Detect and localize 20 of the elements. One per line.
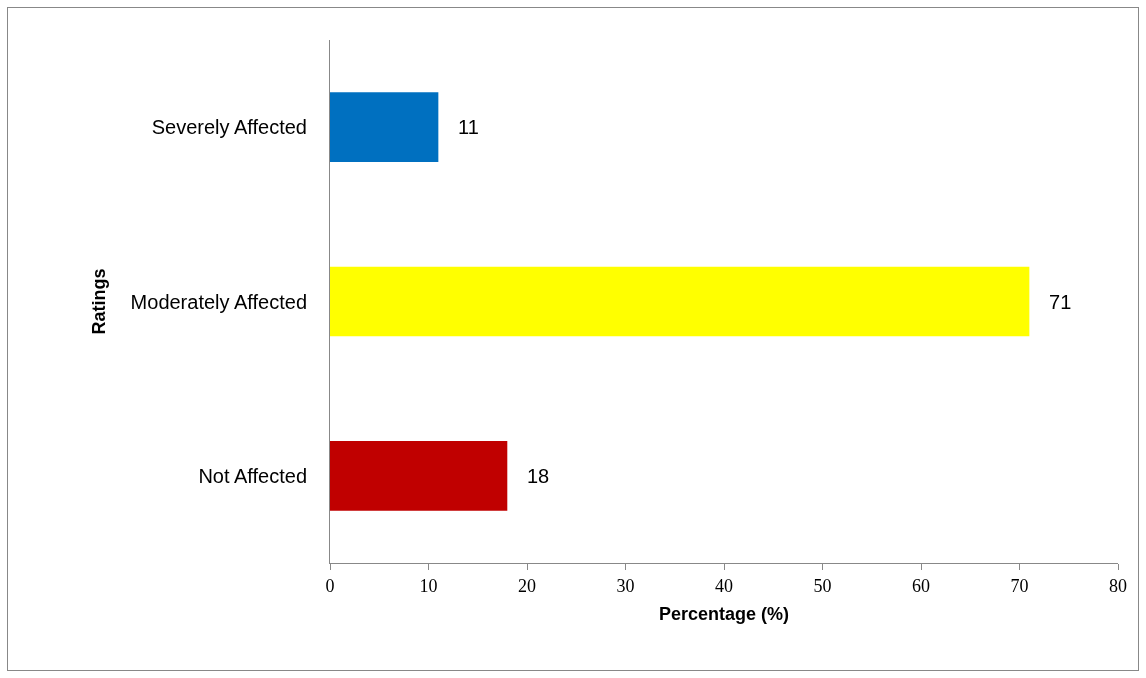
x-tick-label: 30 [616, 575, 635, 596]
x-axis-title: Percentage (%) [658, 603, 790, 624]
x-tick-label: 20 [518, 575, 536, 596]
x-tick-label: 80 [1109, 575, 1127, 596]
x-tick-label: 60 [912, 575, 930, 596]
data-label: 71 [1032, 290, 1072, 313]
bar [330, 92, 439, 163]
data-label: 11 [441, 116, 479, 139]
x-tick-label: 10 [419, 575, 438, 596]
bar [330, 266, 1030, 337]
x-tick-label: 40 [715, 575, 733, 596]
x-tick-label: 50 [813, 575, 832, 596]
data-label: 18 [510, 464, 550, 487]
x-tick-label: 70 [1010, 575, 1029, 596]
x-tick-label: 0 [325, 575, 335, 596]
bar [330, 440, 508, 511]
y-tick-label: Not Affected [198, 464, 307, 487]
y-axis-title: Ratings [88, 268, 109, 335]
y-tick-label: Moderately Affected [130, 290, 307, 313]
y-tick-label: Severely Affected [151, 116, 307, 139]
